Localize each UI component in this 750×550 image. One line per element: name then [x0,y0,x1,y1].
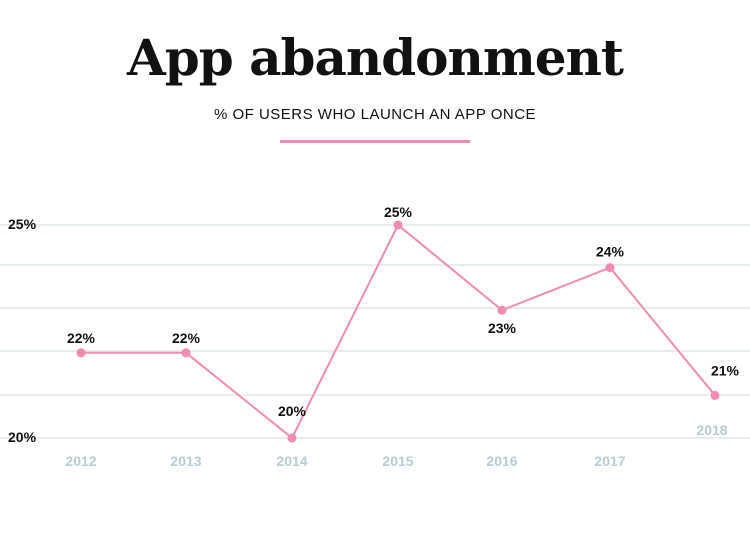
x-tick-labels: 2012 2013 2014 2015 2016 2017 2018 [65,422,727,469]
chart-title: App abandonment [126,28,624,87]
x-tick-label: 2014 [276,453,307,469]
y-tick-label: 20% [8,429,37,445]
x-tick-label: 2016 [486,453,517,469]
data-point [710,390,720,400]
gridlines [0,224,750,439]
data-points [76,220,720,443]
data-label: 21% [711,362,740,378]
data-point [181,348,191,358]
title-underline [280,140,470,143]
data-point [287,433,297,443]
x-tick-label: 2015 [382,453,413,469]
x-tick-label: 2013 [170,453,201,469]
data-label: 24% [596,244,625,260]
x-tick-label: 2012 [65,453,96,469]
x-tick-label: 2017 [594,453,625,469]
chart-subtitle: % OF USERS WHO LAUNCH AN APP ONCE [213,106,537,123]
data-label: 25% [384,204,413,220]
data-labels: 22% 22% 20% 25% 23% 24% 21% [67,204,740,419]
data-label: 22% [172,330,201,346]
data-label: 23% [488,320,517,336]
data-point [605,263,615,273]
x-tick-label: 2018 [696,422,727,438]
y-tick-label: 25% [8,216,37,232]
data-label: 22% [67,330,96,346]
data-point [497,305,507,315]
data-label: 20% [278,403,307,419]
data-point [76,348,86,358]
data-point [393,220,403,230]
